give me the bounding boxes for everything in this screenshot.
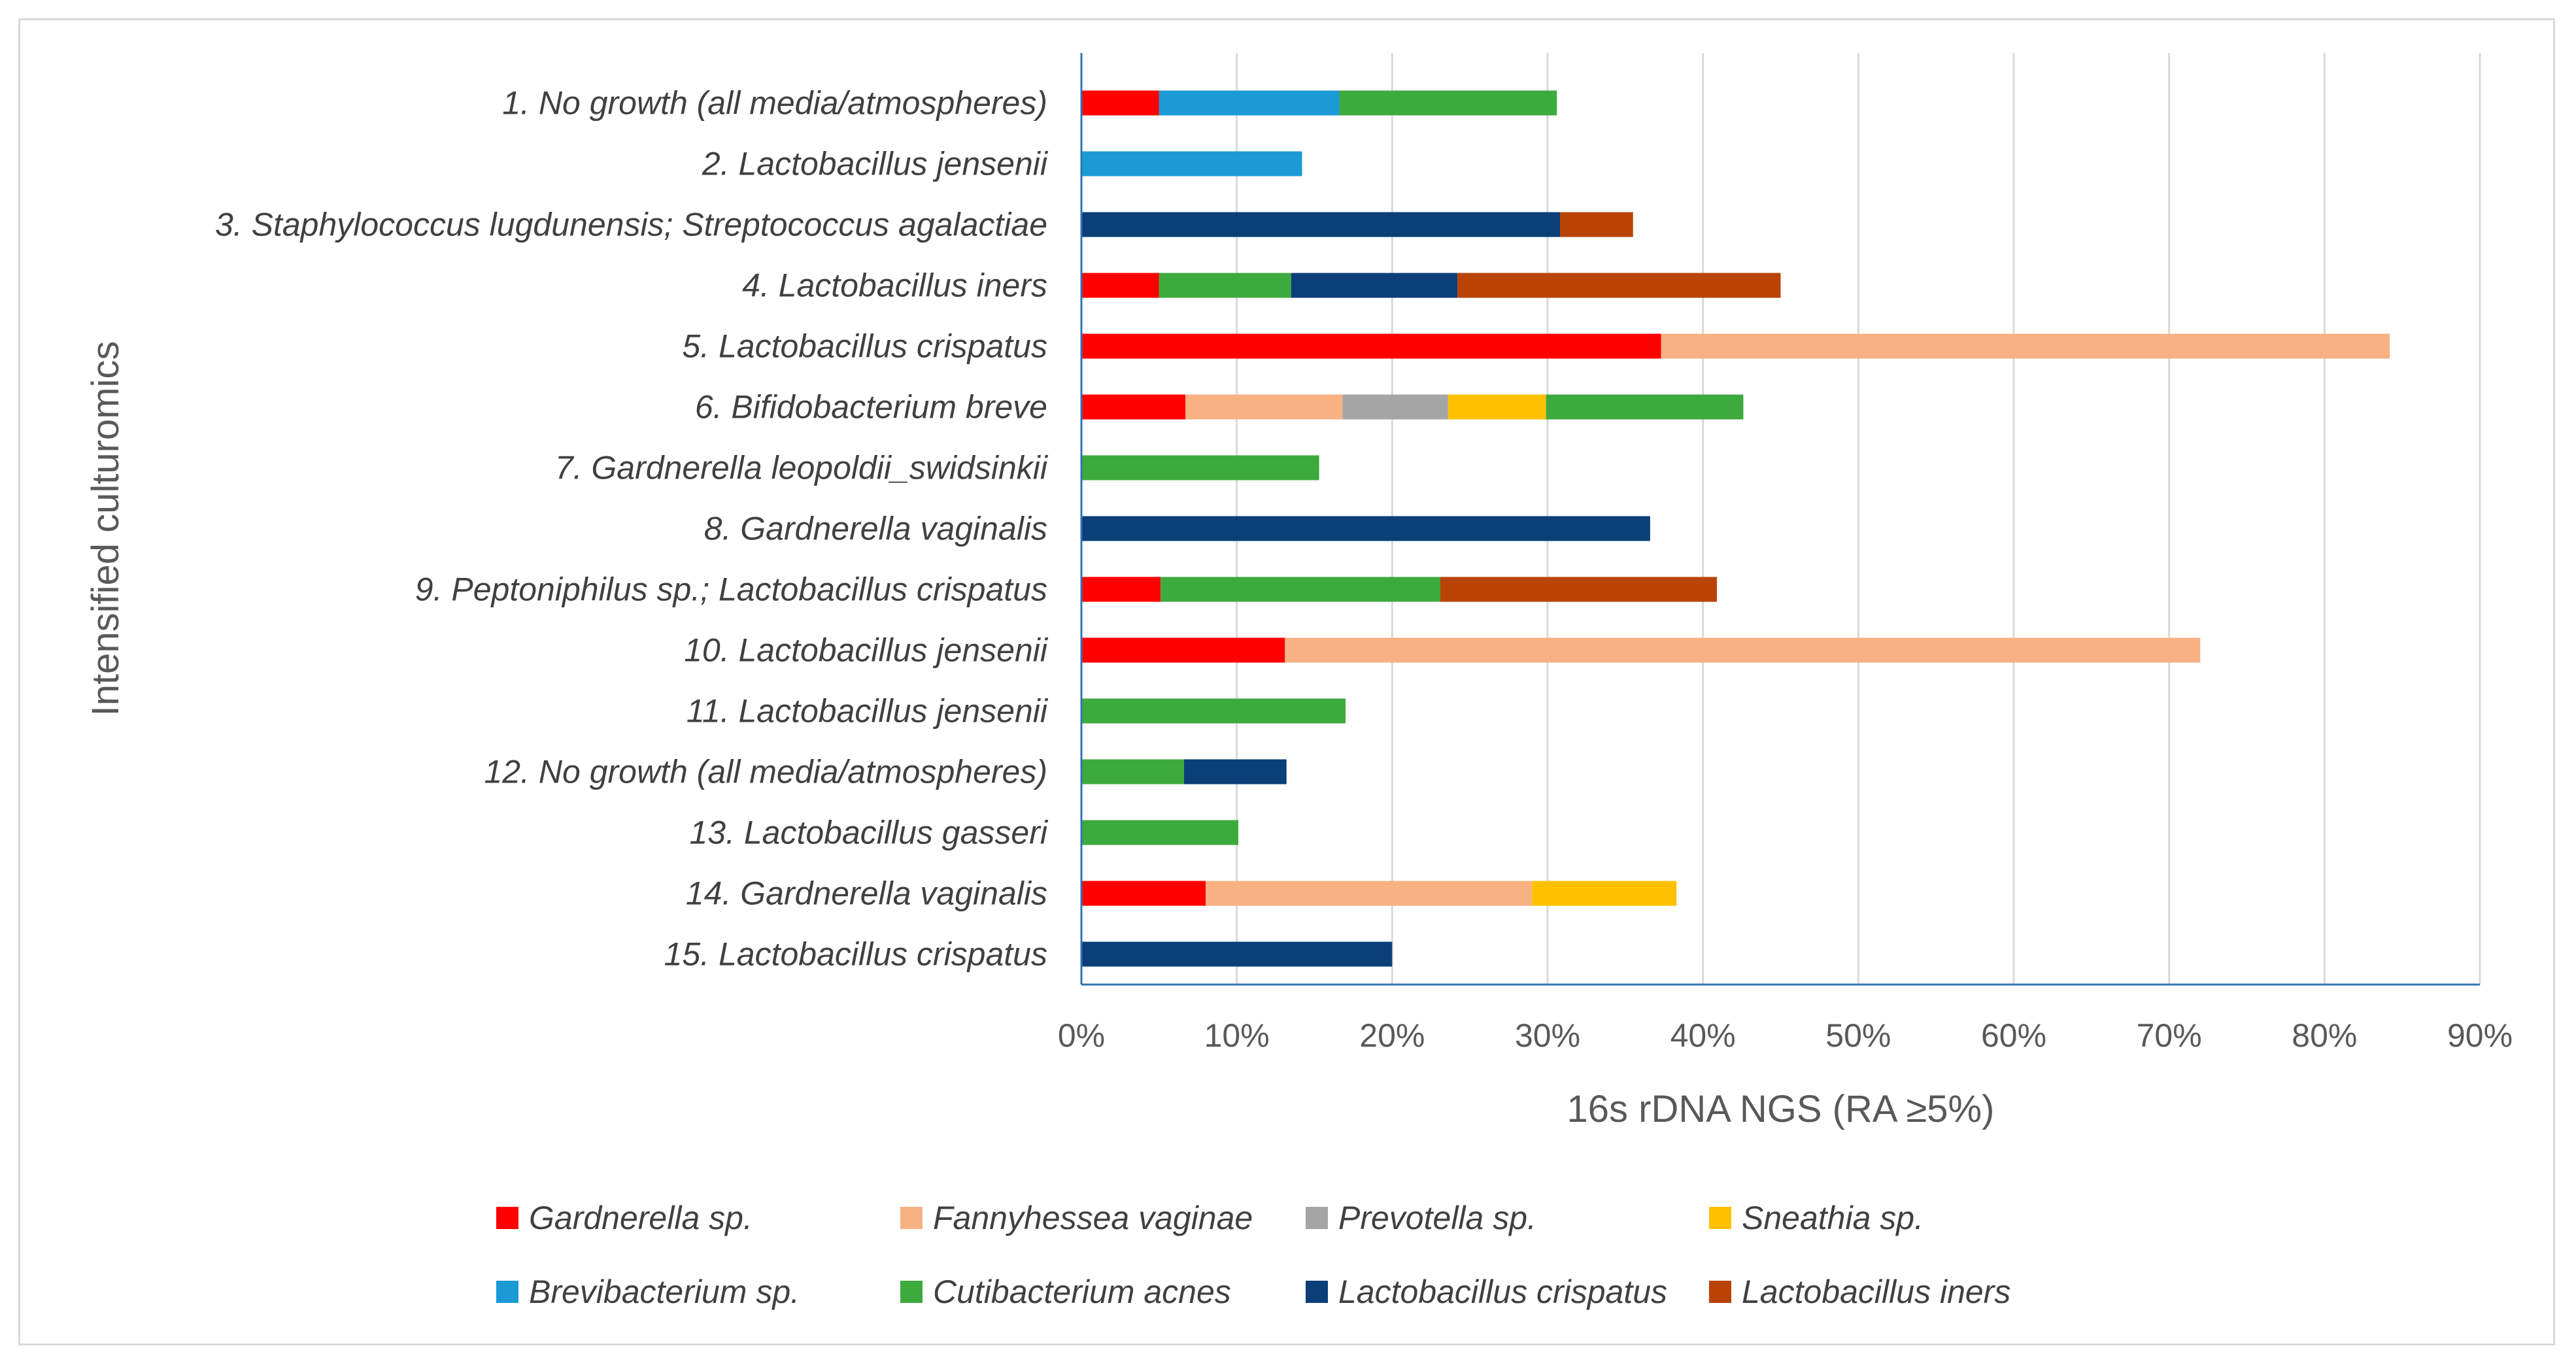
- category-label: 5. Lactobacillus crispatus: [682, 328, 1047, 365]
- category-label: 1. No growth (all media/atmospheres): [502, 85, 1047, 122]
- bar-segment: [1342, 394, 1448, 420]
- category-label: 11. Lactobacillus jensenii: [686, 693, 1049, 730]
- category-label: 7. Gardnerella leopoldii_swidsinkii: [555, 450, 1049, 486]
- bar-segment: [1081, 881, 1206, 906]
- bar-segment: [1546, 394, 1744, 420]
- bar-segment: [1081, 759, 1184, 785]
- bar-segment: [1081, 394, 1186, 420]
- y-axis-title: Intensified culturomics: [84, 341, 127, 717]
- x-tick-label: 10%: [1204, 1017, 1270, 1054]
- bar-segment: [1161, 577, 1441, 602]
- bar-segment: [1183, 759, 1287, 785]
- bar-segment: [1081, 455, 1319, 481]
- legend-label: Prevotella sp.: [1338, 1200, 1536, 1236]
- legend-label: Gardnerella sp.: [529, 1200, 753, 1236]
- bar-segment: [1206, 881, 1533, 906]
- legend-label: Fannyhessea vaginae: [933, 1200, 1253, 1236]
- bar-segment: [1339, 90, 1557, 116]
- bar-segment: [1081, 941, 1393, 967]
- x-tick-label: 50%: [1825, 1017, 1891, 1054]
- x-tick-label: 90%: [2447, 1017, 2513, 1054]
- legend-swatch: [900, 1207, 923, 1229]
- legend-swatch: [496, 1207, 518, 1229]
- bar-segment: [1440, 577, 1718, 602]
- x-axis-title: 16s rDNA NGS (RA ≥5%): [1567, 1088, 1995, 1130]
- legend-swatch: [496, 1281, 518, 1303]
- stacked-bar-chart: 1. No growth (all media/atmospheres) 2. L…: [84, 53, 2513, 1310]
- bar-segment: [1081, 273, 1159, 298]
- category-labels: 1. No growth (all media/atmospheres) 2. L…: [215, 85, 1049, 973]
- category-label: 10. Lactobacillus jensenii: [684, 632, 1049, 669]
- bar-segment: [1560, 212, 1633, 237]
- x-tick-label: 0%: [1058, 1017, 1105, 1054]
- bar-segment: [1081, 637, 1285, 663]
- bar-segment: [1285, 637, 2201, 663]
- bar-segment: [1159, 90, 1340, 116]
- x-tick-label: 60%: [1981, 1017, 2046, 1054]
- category-label: 3. Staphylococcus lugdunensis; Streptoco…: [215, 207, 1047, 243]
- x-tick-label: 30%: [1515, 1017, 1580, 1054]
- x-tick-label: 20%: [1359, 1017, 1425, 1054]
- bar-segment: [1291, 273, 1458, 298]
- bar-segment: [1661, 333, 2390, 359]
- category-label: 15. Lactobacillus crispatus: [664, 936, 1047, 973]
- bar-segment: [1448, 394, 1546, 420]
- legend-swatch: [1709, 1281, 1731, 1303]
- legend-label: Lactobacillus iners: [1742, 1274, 2010, 1310]
- legend-swatch: [900, 1281, 923, 1303]
- legend-swatch: [1306, 1207, 1328, 1229]
- gridlines: [1236, 53, 2481, 985]
- category-label: 13. Lactobacillus gasseri: [689, 815, 1048, 851]
- legend-label: Sneathia sp.: [1742, 1200, 1924, 1236]
- category-label: 4. Lactobacillus iners: [742, 267, 1047, 304]
- x-tick-labels: 0% 10% 20% 30% 40% 50% 60% 70% 80% 90%: [1058, 1017, 2513, 1054]
- bars: [1081, 90, 2390, 967]
- bar-segment: [1081, 698, 1346, 724]
- bar-segment: [1532, 881, 1677, 906]
- category-label: 8. Gardnerella vaginalis: [704, 511, 1047, 547]
- bar-segment: [1081, 212, 1561, 237]
- bar-segment: [1081, 151, 1302, 177]
- legend-label: Cutibacterium acnes: [933, 1274, 1231, 1310]
- legend-label: Lactobacillus crispatus: [1338, 1274, 1667, 1310]
- bar-segment: [1081, 90, 1159, 116]
- legend: Gardnerella sp. Fannyhessea vaginae Prevot…: [496, 1200, 2010, 1310]
- x-tick-label: 80%: [2292, 1017, 2357, 1054]
- bar-segment: [1457, 273, 1781, 298]
- x-tick-label: 70%: [2137, 1017, 2202, 1054]
- category-label: 12. No growth (all media/atmospheres): [484, 754, 1048, 790]
- bar-segment: [1185, 394, 1343, 420]
- category-label: 2. Lactobacillus jensenii: [702, 146, 1049, 182]
- bar-segment: [1081, 516, 1650, 541]
- legend-swatch: [1709, 1207, 1731, 1229]
- category-label: 6. Bifidobacterium breve: [695, 389, 1047, 426]
- bar-segment: [1081, 333, 1661, 359]
- bar-segment: [1081, 577, 1161, 602]
- legend-label: Brevibacterium sp.: [529, 1274, 800, 1310]
- category-label: 9. Peptoniphilus sp.; Lactobacillus cris…: [415, 571, 1047, 608]
- bar-segment: [1081, 820, 1239, 845]
- category-label: 14. Gardnerella vaginalis: [686, 875, 1047, 912]
- chart-frame: 1. No growth (all media/atmospheres) 2. L…: [18, 18, 2555, 1345]
- x-tick-label: 40%: [1670, 1017, 1736, 1054]
- bar-segment: [1159, 273, 1291, 298]
- legend-swatch: [1306, 1281, 1328, 1303]
